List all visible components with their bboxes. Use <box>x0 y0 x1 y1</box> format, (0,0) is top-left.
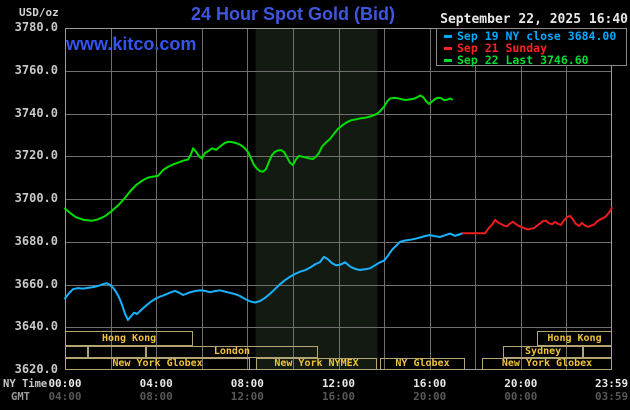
ny-time-axis-label: NY Time <box>3 378 48 390</box>
legend-dash-icon <box>444 34 452 38</box>
ny-time-tick-label: 08:00 <box>230 377 264 390</box>
session-label: NY Globex <box>395 358 450 369</box>
session-box <box>88 346 146 358</box>
ny-time-tick-label: 20:00 <box>504 377 538 390</box>
legend-dash-icon <box>444 46 452 50</box>
y-tick-label: 3660.0 <box>14 276 58 291</box>
ny-time-tick-label: 00:00 <box>48 377 82 390</box>
ny-time-tick-label: 16:00 <box>413 377 447 390</box>
legend-item-sep21: Sep 21 Sunday <box>444 42 626 54</box>
legend-item-label: Sep 22 Last 3746.60 <box>457 53 589 67</box>
session-box-new-york-nymex: New York NYMEX <box>256 358 377 370</box>
y-tick-label: 3780.0 <box>14 20 58 34</box>
gmt-tick-label: 04:00 <box>48 390 82 403</box>
y-tick-label: 3760.0 <box>14 62 58 77</box>
session-box-ny-globex: NY Globex <box>380 358 465 370</box>
session-label: Hong Kong <box>547 332 602 344</box>
chart-title: 24 Hour Spot Gold (Bid) <box>191 4 395 24</box>
y-tick-label: 3720.0 <box>14 148 58 163</box>
y-axis-units-label: USD/oz <box>19 6 59 19</box>
gmt-tick-label: 20:00 <box>413 390 447 403</box>
session-label: New York Globex <box>501 358 593 369</box>
y-tick-label: 3740.0 <box>14 105 58 120</box>
session-box-sydney: Sydney <box>503 346 584 358</box>
legend-item-sep22: Sep 22 Last 3746.60 <box>444 54 626 66</box>
session-box-new-york-globex: New York Globex <box>65 358 251 370</box>
session-label: New York NYMEX <box>274 358 359 369</box>
price-line-sep-21-sunday <box>461 207 613 235</box>
legend-box: Sep 19 NY close 3684.00 Sep 21 Sunday Se… <box>436 28 627 66</box>
y-tick-label: 3640.0 <box>14 319 58 334</box>
price-line-sep-22-last <box>64 94 453 222</box>
ny-time-tick-label: 12:00 <box>321 377 356 390</box>
y-tick-label: 3680.0 <box>14 233 58 248</box>
gmt-tick-label: 12:00 <box>230 390 264 403</box>
session-label: Hong Kong <box>101 332 157 344</box>
y-tick-label: 3620.0 <box>14 362 58 376</box>
session-box <box>583 346 612 358</box>
session-box-hong-kong: Hong Kong <box>65 331 194 346</box>
price-line-sep-19-ny-close <box>64 232 464 321</box>
ny-time-tick-label: 23:59 <box>595 377 629 390</box>
session-label: Sydney <box>525 346 562 357</box>
session-label: London <box>213 346 250 357</box>
legend-item-label: Sep 19 NY close 3684.00 <box>457 29 617 43</box>
session-box-hong-kong: Hong Kong <box>537 331 612 346</box>
gmt-tick-label: 08:00 <box>139 390 173 403</box>
ny-time-tick-label: 04:00 <box>139 377 173 390</box>
legend-item-sep19: Sep 19 NY close 3684.00 <box>444 30 626 42</box>
gmt-tick-label: 03:59 <box>595 390 629 403</box>
y-tick-label: 3700.0 <box>14 191 58 205</box>
session-box-london: London <box>145 346 318 358</box>
legend-item-label: Sep 21 Sunday <box>457 41 548 55</box>
gmt-tick-label: 16:00 <box>321 390 356 403</box>
session-label: New York Globex <box>112 358 203 369</box>
gmt-tick-label: 00:00 <box>504 390 538 403</box>
legend-dash-icon <box>444 58 452 62</box>
gmt-axis-label: GMT <box>11 391 30 403</box>
session-box <box>65 346 88 358</box>
kitco-watermark-link[interactable]: www.kitco.com <box>66 34 197 54</box>
session-box-new-york-globex: New York Globex <box>482 358 612 370</box>
datetime-label: September 22, 2025 16:40 <box>440 12 628 27</box>
